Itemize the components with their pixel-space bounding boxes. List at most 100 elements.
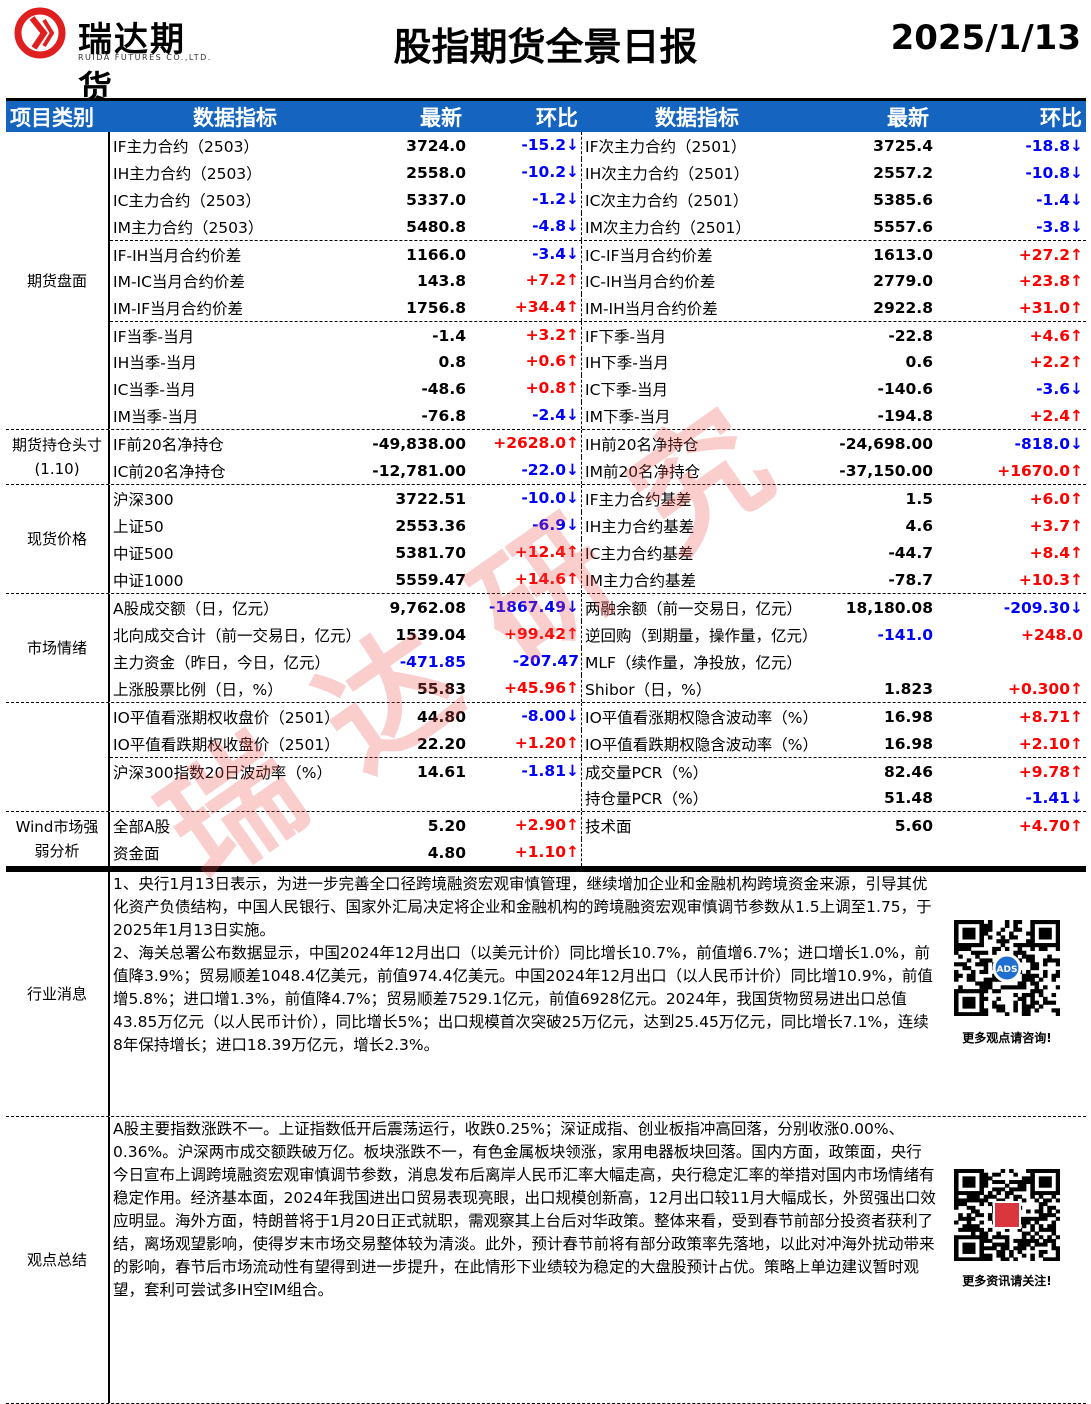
table-row: IF当季-当月 -1.4 +3.2↑ IF下季-当月 -22.8 +4.6↑ xyxy=(110,321,1086,349)
change-right: +4.70↑ xyxy=(1018,816,1083,835)
qr-code-icon xyxy=(954,1169,1061,1262)
change-right: -10.8↓ xyxy=(1025,163,1083,182)
change-right: -209.30↓ xyxy=(1003,598,1083,617)
change-right: -818.0↓ xyxy=(1014,434,1083,453)
value-right: -140.6 xyxy=(877,379,933,398)
indicator-left: IM当季-当月 xyxy=(113,407,199,426)
indicator-left: 中证1000 xyxy=(113,571,184,590)
col-category: 项目类别 xyxy=(10,105,94,130)
indicator-right: 技术面 xyxy=(585,817,632,836)
value-left: -76.8 xyxy=(421,406,466,425)
table-row: 沪深300 3722.51 -10.0↓ IF主力合约基差 1.5 +6.0↑ xyxy=(110,485,1086,512)
indicator-left: IF当季-当月 xyxy=(113,327,195,346)
col-latest-right: 最新 xyxy=(887,105,929,130)
value-right: -141.0 xyxy=(877,625,933,644)
change-left: -10.0↓ xyxy=(466,485,582,512)
section: IO平值看涨期权收盘价（2501） 44.80 -8.00↓ IO平值看涨期权隐含波动… xyxy=(6,703,1086,812)
value-right: -22.8 xyxy=(888,326,933,345)
value-left: -49,838.00 xyxy=(372,434,466,453)
col-change-left: 环比 xyxy=(536,105,578,130)
change-right: -3.6↓ xyxy=(1036,379,1083,398)
change-left: +7.2↑ xyxy=(466,267,582,294)
col-latest-left: 最新 xyxy=(420,105,462,130)
indicator-left: IO平值看涨期权收盘价（2501） xyxy=(113,708,340,727)
indicator-left: 资金面 xyxy=(113,844,160,863)
indicator-left: IO平值看跌期权收盘价（2501） xyxy=(113,735,340,754)
news-paragraph: 1、央行1月13日表示，为进一步完善全口径跨境融资宏观审慎管理，继续增加企业和金… xyxy=(113,875,932,939)
value-left: 22.20 xyxy=(416,734,466,753)
indicator-left: 主力资金（昨日，今日，亿元） xyxy=(113,653,331,672)
report-date: 2025/1/13 xyxy=(890,18,1081,58)
table-row: IH主力合约（2503） 2558.0 -10.2↓ IH次主力合约（2501） 255… xyxy=(110,159,1086,186)
indicator-right: IC-IF当月合约价差 xyxy=(585,246,713,265)
table-row: 资金面 4.80 +1.10↑ xyxy=(110,839,1086,866)
table-row: IC主力合约（2503） 5337.0 -1.2↓ IC次主力合约（2501） 5385… xyxy=(110,186,1086,213)
value-left: 3722.51 xyxy=(395,489,466,508)
indicator-right: IM次主力合约（2501） xyxy=(585,218,751,237)
table-row: IM主力合约（2503） 5480.8 -4.8↓ IM次主力合约（2501） 5557… xyxy=(110,213,1086,240)
value-right: 1.5 xyxy=(905,489,933,508)
change-left: +14.6↑ xyxy=(466,566,582,593)
table-row: 中证500 5381.70 +12.4↑ IC主力合约基差 -44.7 +8.4↑ xyxy=(110,539,1086,566)
value-right: 5557.6 xyxy=(873,217,933,236)
logo-subtext: RUIDA FUTURES CO.,LTD. xyxy=(78,53,212,62)
table-row: IF-IH当月合约价差 1166.0 -3.4↓ IC-IF当月合约价差 1613.0 +… xyxy=(110,240,1086,268)
change-left: -2.4↓ xyxy=(466,402,582,429)
change-left: +2628.0↑ xyxy=(466,430,582,457)
change-left: -6.9↓ xyxy=(466,512,582,539)
value-left: 143.8 xyxy=(416,271,466,290)
section: 现货价格 沪深300 3722.51 -10.0↓ IF主力合约基差 1.5 +6.0↑ 上证… xyxy=(6,485,1086,594)
value-right: 2779.0 xyxy=(873,271,933,290)
value-right: -24,698.00 xyxy=(839,434,933,453)
change-right: +31.0↑ xyxy=(1018,298,1083,317)
change-right: -3.8↓ xyxy=(1036,217,1083,236)
indicator-right: IM主力合约基差 xyxy=(585,571,696,590)
indicator-right: IM前20名净持仓 xyxy=(585,462,701,481)
value-right: 51.48 xyxy=(883,788,933,807)
indicator-right: IF次主力合约（2501） xyxy=(585,137,747,156)
value-left: 0.8 xyxy=(438,352,466,371)
data-table: 项目类别 数据指标 最新 环比 数据指标 最新 环比 期货盘面 IF主力合约（25… xyxy=(6,98,1086,1404)
category-label: 市场情绪 xyxy=(6,594,110,702)
value-left: 1539.04 xyxy=(395,625,466,644)
indicator-right: IH主力合约基差 xyxy=(585,517,695,536)
section: 期货持仓头寸 (1.10) IF前20名净持仓 -49,838.00 +2628.0↑ I… xyxy=(6,430,1086,485)
table-row: IF前20名净持仓 -49,838.00 +2628.0↑ IH前20名净持仓 -24,… xyxy=(110,430,1086,457)
table-row: 北向成交合计（前一交易日，亿元） 1539.04 +99.42↑ 逆回购（到期量，操作… xyxy=(110,621,1086,648)
indicator-right: IM-IH当月合约价差 xyxy=(585,299,718,318)
indicator-right: IO平值看涨期权隐含波动率（%） xyxy=(585,708,819,727)
logo-text: 瑞达期货 xyxy=(78,20,186,109)
indicator-left: 沪深300 xyxy=(113,490,174,509)
table-header: 项目类别 数据指标 最新 环比 数据指标 最新 环比 xyxy=(6,98,1086,132)
change-right: +2.10↑ xyxy=(1018,734,1083,753)
change-right: +2.2↑ xyxy=(1029,352,1083,371)
table-row: 全部A股 5.20 +2.90↑ 技术面 5.60 +4.70↑ xyxy=(110,812,1086,839)
indicator-left: IM-IF当月合约价差 xyxy=(113,299,244,318)
table-row: IO平值看跌期权收盘价（2501） 22.20 +1.20↑ IO平值看跌期权隐含波动… xyxy=(110,730,1086,757)
change-left xyxy=(466,784,582,811)
indicator-left: 中证500 xyxy=(113,544,174,563)
indicator-right: IC-IH当月合约价差 xyxy=(585,272,716,291)
value-left: 2553.36 xyxy=(395,516,466,535)
change-left: -10.2↓ xyxy=(466,159,582,186)
change-right: +9.78↑ xyxy=(1018,762,1083,781)
indicator-right: MLF（续作量，净投放，亿元） xyxy=(585,653,802,672)
value-left: -1.4 xyxy=(432,326,466,345)
value-left: 5337.0 xyxy=(406,190,466,209)
change-left: +45.96↑ xyxy=(466,675,582,702)
change-right: +1670.0↑ xyxy=(997,461,1083,480)
value-left: 44.80 xyxy=(416,707,466,726)
change-left: +2.90↑ xyxy=(466,812,582,839)
indicator-right: IH次主力合约（2501） xyxy=(585,164,750,183)
table-row: IM-IC当月合约价差 143.8 +7.2↑ IC-IH当月合约价差 2779.0 +2… xyxy=(110,267,1086,294)
summary-body: A股主要指数涨跌不一。上证指数低开后震荡运行，收跌0.25%；深证成指、创业板指… xyxy=(113,1120,936,1299)
value-left: 5559.47 xyxy=(395,570,466,589)
change-left: +1.10↑ xyxy=(466,839,582,866)
change-left: -15.2↓ xyxy=(466,132,582,159)
value-left: 2558.0 xyxy=(406,163,466,182)
value-right: -44.7 xyxy=(888,543,933,562)
change-left: +12.4↑ xyxy=(466,539,582,566)
value-right: 1.823 xyxy=(883,679,933,698)
table-row: IM-IF当月合约价差 1756.8 +34.4↑ IM-IH当月合约价差 2922.8… xyxy=(110,294,1086,321)
change-right: +2.4↑ xyxy=(1029,406,1083,425)
